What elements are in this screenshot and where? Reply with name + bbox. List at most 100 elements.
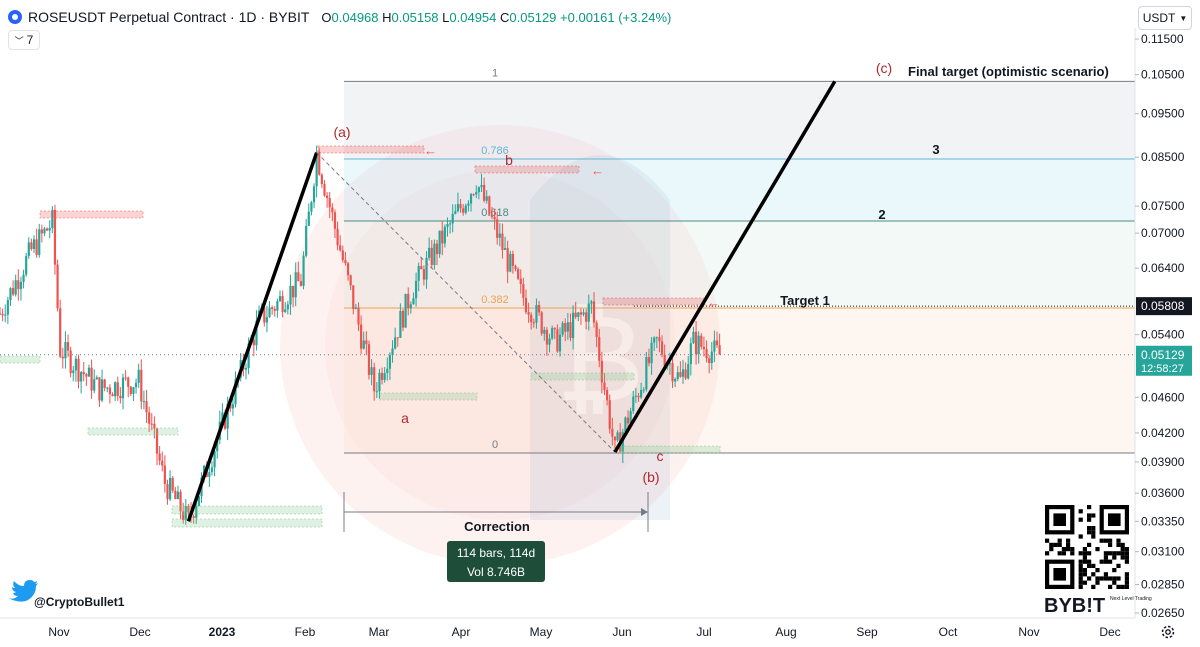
candle-body bbox=[354, 307, 357, 309]
twitter-handle: @CryptoBullet1 bbox=[34, 595, 125, 609]
close-value: 0.05129 bbox=[509, 9, 557, 25]
qr-module bbox=[1099, 538, 1104, 543]
target-price-badge bbox=[1136, 297, 1192, 316]
time-axis-label: Aug bbox=[775, 625, 796, 639]
candle-body bbox=[462, 208, 465, 213]
qr-module bbox=[1078, 517, 1083, 522]
candle-body bbox=[375, 391, 378, 393]
candle-body bbox=[265, 317, 269, 323]
candle-body bbox=[370, 367, 373, 375]
candle-body bbox=[386, 368, 389, 374]
candle-body bbox=[93, 379, 96, 391]
wave-a-line[interactable] bbox=[186, 152, 319, 522]
low-value: 0.04954 bbox=[449, 9, 497, 25]
candle-body bbox=[569, 322, 572, 338]
qr-module bbox=[1066, 547, 1071, 552]
candle-body bbox=[176, 491, 180, 499]
candle-body bbox=[551, 328, 554, 339]
candle-body bbox=[150, 423, 153, 425]
candle-body bbox=[179, 491, 182, 512]
twitter-icon bbox=[8, 580, 38, 602]
candle-body bbox=[600, 360, 603, 383]
qr-module bbox=[1045, 551, 1050, 556]
time-axis-label: May bbox=[530, 625, 553, 639]
candle-body bbox=[166, 484, 169, 500]
qr-module bbox=[1124, 572, 1129, 577]
candle-body bbox=[561, 323, 564, 335]
qr-module bbox=[1116, 542, 1121, 547]
time-axis[interactable]: Nov Dec 2023 Feb Mar Apr May Jun Jul Aug Sep Oct Nov… bbox=[48, 625, 1120, 639]
price-axis[interactable]: 0.11500 0.10500 0.09500 0.08500 0.07500 0.070… bbox=[1135, 32, 1192, 620]
candle-body bbox=[679, 372, 682, 377]
price-tick-label: 0.05400 bbox=[1141, 328, 1185, 342]
candle-body bbox=[401, 310, 405, 328]
candle-body bbox=[409, 304, 412, 309]
candle-body bbox=[574, 312, 577, 317]
qr-module bbox=[1108, 576, 1113, 581]
support-resistance-zones: ← ← ← bbox=[0, 143, 721, 528]
candle-body bbox=[0, 313, 2, 315]
candle-body bbox=[111, 394, 114, 397]
time-axis-label: Sep bbox=[856, 625, 878, 639]
candle-body bbox=[197, 496, 200, 506]
candle-body bbox=[140, 369, 143, 402]
high-key: H bbox=[382, 9, 392, 25]
candle-body bbox=[19, 281, 23, 290]
qr-module bbox=[1070, 551, 1075, 556]
candle-body bbox=[412, 298, 415, 305]
candle-body bbox=[161, 460, 164, 466]
symbol-title[interactable]: ROSEUSDT Perpetual Contract · 1D · BYBIT bbox=[28, 9, 310, 25]
candle-body bbox=[346, 263, 350, 276]
candle-body bbox=[271, 307, 274, 309]
price-zone bbox=[0, 355, 41, 364]
watermark-inner-circle bbox=[325, 170, 675, 520]
qr-module bbox=[1078, 551, 1083, 556]
candle-body bbox=[25, 256, 28, 275]
wave-c-projection-line[interactable] bbox=[613, 80, 837, 453]
price-tick-label: 0.04600 bbox=[1141, 390, 1185, 404]
price-zone bbox=[317, 145, 425, 154]
candle-body bbox=[142, 401, 146, 403]
candle-body bbox=[85, 374, 88, 377]
candle-body bbox=[244, 368, 248, 370]
candle-body bbox=[284, 309, 287, 312]
bybit-qr-block: BYB!T Next Level Trading bbox=[1043, 503, 1152, 617]
candle-body bbox=[98, 377, 101, 401]
candle-body bbox=[61, 356, 64, 359]
candle-body bbox=[210, 467, 214, 473]
indicators-toggle-button[interactable]: ﹀ 7 bbox=[8, 30, 40, 50]
candle-body bbox=[114, 382, 117, 397]
ohlc-readout: O0.04968 H0.05158 L0.04954 C0.05129 +0.0… bbox=[321, 10, 671, 25]
candle-body bbox=[658, 337, 661, 342]
qr-module bbox=[1087, 559, 1092, 564]
candle-body bbox=[231, 404, 234, 409]
price-tick-label: 0.10500 bbox=[1141, 68, 1185, 82]
candle-body bbox=[48, 228, 51, 231]
qr-module bbox=[1070, 547, 1075, 552]
candle-body bbox=[226, 403, 229, 429]
candle-body bbox=[399, 310, 402, 338]
candle-body bbox=[582, 312, 585, 315]
candle-body bbox=[422, 269, 426, 280]
currency-select[interactable]: USDT ▼ bbox=[1138, 6, 1192, 30]
qr-module bbox=[1108, 538, 1113, 543]
gear-icon[interactable] bbox=[1160, 624, 1176, 640]
candle-body bbox=[365, 340, 368, 345]
chart-annotations: (a) (b) (c) a b c Final target (optimistic sce… bbox=[333, 60, 1109, 582]
candle-body bbox=[56, 264, 59, 309]
qr-module bbox=[1061, 551, 1066, 556]
qr-module bbox=[1078, 580, 1083, 585]
candle-body bbox=[469, 194, 473, 204]
symbol-header[interactable]: ROSEUSDT Perpetual Contract · 1D · BYBIT… bbox=[8, 9, 671, 25]
wave-lines[interactable] bbox=[0, 80, 1135, 532]
qr-module bbox=[1057, 538, 1062, 543]
qr-module bbox=[1091, 584, 1096, 589]
target-3-label: 3 bbox=[932, 142, 939, 157]
candle-body bbox=[438, 230, 441, 255]
candle-body bbox=[553, 328, 556, 330]
qr-module bbox=[1116, 538, 1121, 543]
final-target-label: Final target (optimistic scenario) bbox=[908, 64, 1109, 79]
candle-body bbox=[297, 272, 300, 282]
